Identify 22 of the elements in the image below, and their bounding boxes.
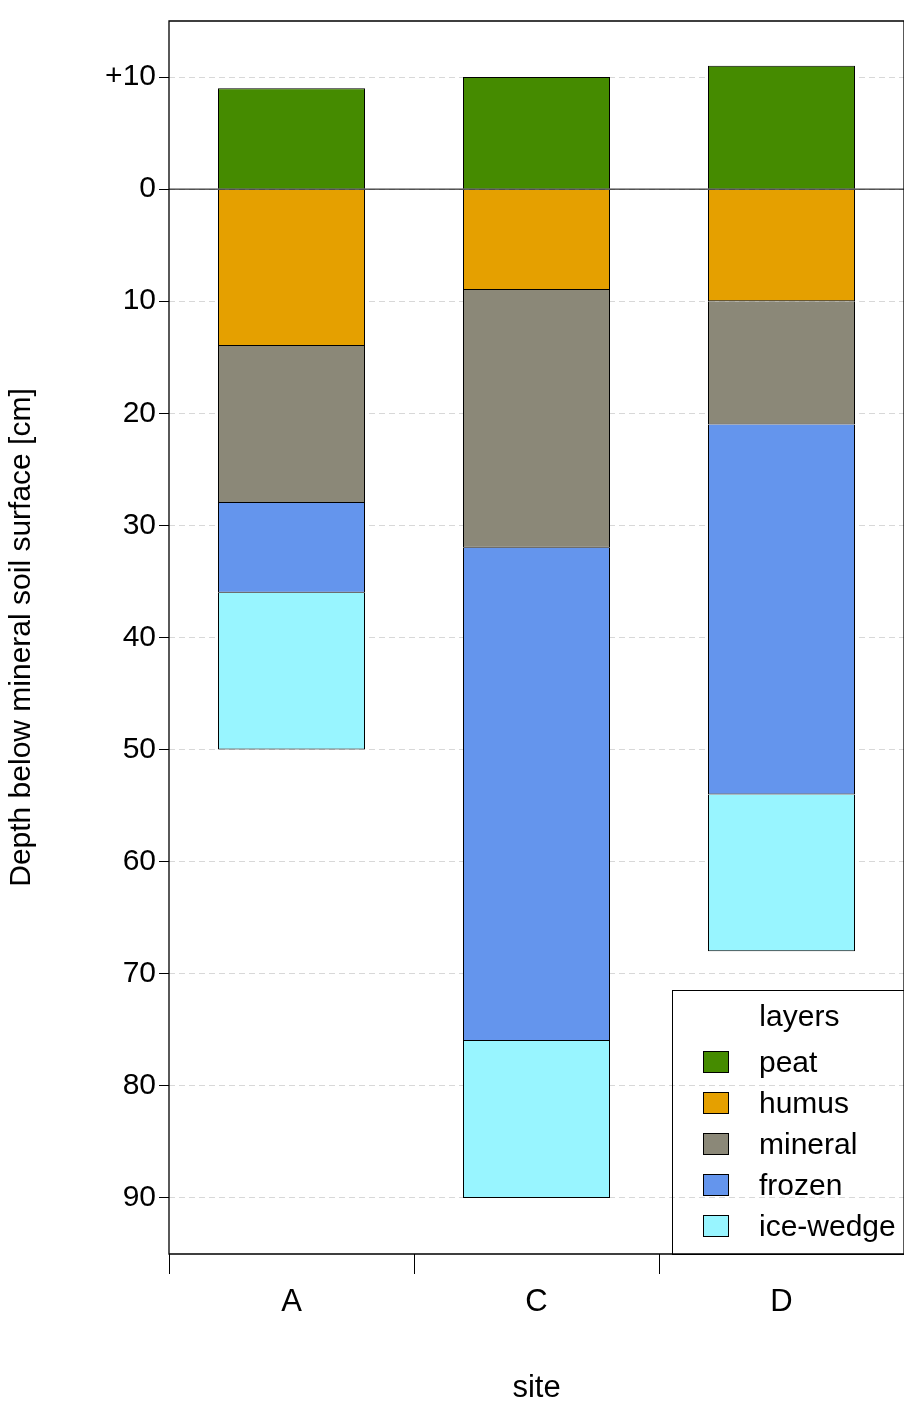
y-tick-label: 10: [122, 282, 156, 316]
y-tick-label: 80: [122, 1067, 156, 1101]
y-tick-label: 70: [122, 955, 156, 989]
y-tick-label: 40: [122, 618, 156, 652]
legend-label: ice-wedge: [759, 1208, 896, 1243]
x-tick-label: A: [281, 1283, 303, 1319]
y-tick-label: 0: [139, 170, 156, 204]
y-tick-label: 30: [122, 506, 156, 540]
y-tick-label: 60: [122, 842, 156, 876]
y-tick-label: +10: [105, 58, 156, 92]
x-axis-title: site: [512, 1368, 561, 1404]
legend-label: mineral: [759, 1126, 858, 1161]
x-tick-label: C: [525, 1283, 548, 1319]
legend-title: layers: [758, 999, 841, 1033]
legend-label: peat: [759, 1044, 818, 1079]
y-tick-label: 50: [122, 730, 156, 764]
y-axis-title: Depth below mineral soil surface [cm]: [3, 388, 37, 887]
x-tick-label: D: [770, 1283, 793, 1319]
y-tick-label: 90: [122, 1179, 156, 1213]
legend-label: frozen: [759, 1167, 843, 1202]
y-tick-label: 20: [122, 394, 156, 428]
legend-label: humus: [759, 1085, 850, 1120]
